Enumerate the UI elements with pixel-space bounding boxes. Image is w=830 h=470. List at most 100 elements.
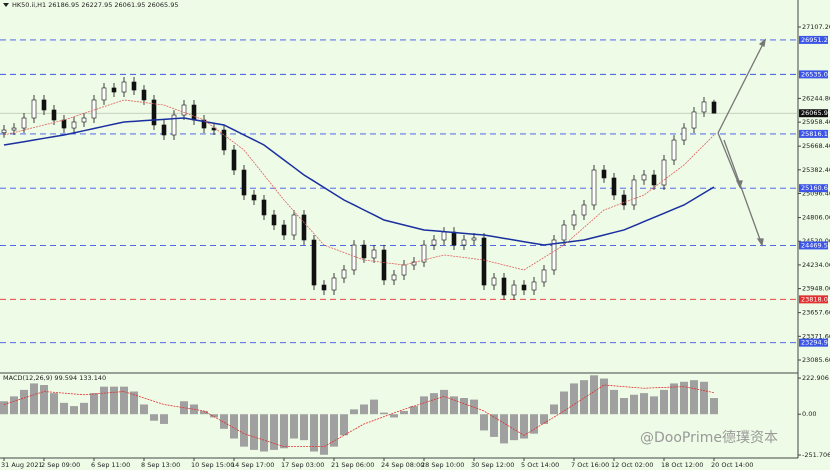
x-tick-label: 10 Sep 15:00 — [191, 461, 234, 469]
candle-body — [681, 127, 687, 141]
arrow-down-2 — [723, 139, 763, 246]
macd-bar — [90, 393, 98, 415]
candle-body — [451, 231, 457, 246]
macd-bar — [440, 389, 448, 415]
x-tick-label: 8 Sep 13:00 — [141, 461, 180, 469]
candle-body — [691, 111, 697, 129]
y-tick-label: -251.706 — [802, 451, 830, 459]
candle-body — [371, 249, 377, 259]
x-tick-label: 12 Oct 02:00 — [611, 461, 653, 469]
y-tick-label: 25382.40 — [802, 166, 830, 174]
x-tick-label: 18 Oct 12:00 — [661, 461, 703, 469]
macd-bar — [390, 414, 398, 418]
macd-bar — [220, 414, 228, 429]
macd-bar — [370, 399, 378, 415]
chart-title: HK50.ii,H1 26186.95 26227.95 26061.95 26… — [12, 1, 179, 9]
y-tick-label: 23085.60 — [802, 356, 830, 364]
candle-body — [181, 104, 187, 116]
macd-bar — [20, 389, 28, 415]
x-tick-label: 28 Sep 10:00 — [421, 461, 464, 469]
candle-body — [601, 169, 607, 179]
level-label: 23818.00 — [801, 295, 830, 303]
macd-bar — [230, 414, 238, 439]
candle-body — [121, 81, 127, 93]
y-tick-label: 24234.00 — [802, 261, 830, 269]
candle-body — [611, 177, 617, 196]
candle-body — [131, 81, 137, 91]
candle-body — [341, 269, 347, 279]
y-tick-label: 25096.40 — [802, 190, 830, 198]
candle-body — [661, 159, 667, 186]
macd-bar — [590, 375, 598, 415]
macd-bar — [680, 381, 688, 415]
candle-body — [531, 281, 537, 291]
macd-bar — [30, 383, 38, 415]
candle-body — [561, 224, 567, 241]
level-label: 25160.63 — [801, 184, 830, 192]
arrowhead — [756, 238, 764, 247]
level-label: 26951.26 — [801, 36, 830, 44]
macd-bar — [240, 414, 248, 447]
candle-body — [11, 127, 17, 131]
candle-body — [391, 274, 397, 281]
level-label: 24469.58 — [801, 241, 830, 249]
x-tick-label: 7 Oct 16:00 — [571, 461, 609, 469]
macd-bar — [690, 380, 698, 415]
candle-body — [381, 249, 387, 281]
candle-body — [541, 269, 547, 283]
x-tick-label: 31 Aug 2021 — [1, 461, 43, 469]
candle-body — [291, 214, 297, 236]
candle-body — [91, 99, 97, 119]
candle-body — [251, 194, 257, 201]
candle-body — [321, 284, 327, 291]
moving-average — [3, 117, 715, 246]
candle-body — [261, 199, 267, 216]
candle-body — [51, 109, 57, 121]
macd-bar — [110, 386, 118, 415]
candle-body — [501, 277, 507, 296]
macd-bar — [270, 414, 278, 450]
level-tag — [799, 338, 828, 347]
candle-body — [701, 101, 707, 113]
macd-bar — [560, 391, 568, 415]
candle-body — [161, 124, 167, 136]
projection-arrows — [717, 38, 766, 247]
level-tag — [799, 70, 828, 79]
x-tick-label: 30 Sep 12:00 — [471, 461, 514, 469]
candle-body — [271, 214, 277, 226]
macd-bar — [480, 414, 488, 431]
menu-triangle[interactable] — [3, 3, 9, 7]
candle-body — [111, 87, 117, 93]
macd-bar — [320, 414, 328, 455]
macd-bar — [190, 404, 198, 415]
macd-bar — [360, 404, 368, 415]
y-tick-label: 23371.60 — [802, 332, 830, 340]
macd-bar — [400, 410, 408, 415]
macd-bar — [160, 414, 168, 424]
macd-bar — [420, 396, 428, 415]
macd-bar — [60, 402, 68, 415]
level-label: 26535.00 — [801, 70, 830, 78]
candle-body — [441, 231, 447, 241]
macd-bar — [630, 394, 638, 415]
macd-bar — [610, 389, 618, 415]
moving-average — [3, 99, 715, 271]
candle-body — [171, 114, 177, 136]
macd-bar — [580, 380, 588, 415]
macd-bar — [140, 404, 148, 415]
candle-body — [651, 174, 657, 186]
macd-bar — [620, 398, 628, 415]
candle-body — [711, 101, 717, 114]
candle-body — [221, 129, 227, 151]
candle-body — [81, 117, 87, 123]
macd-bar — [200, 410, 208, 415]
macd-bar — [570, 383, 578, 415]
level-tag — [799, 295, 828, 304]
macd-bar — [490, 414, 498, 437]
candle-body — [191, 104, 197, 121]
candle-body — [281, 224, 287, 236]
macd-bar — [660, 389, 668, 415]
macd-bar — [670, 383, 678, 415]
macd-bar — [50, 393, 58, 415]
